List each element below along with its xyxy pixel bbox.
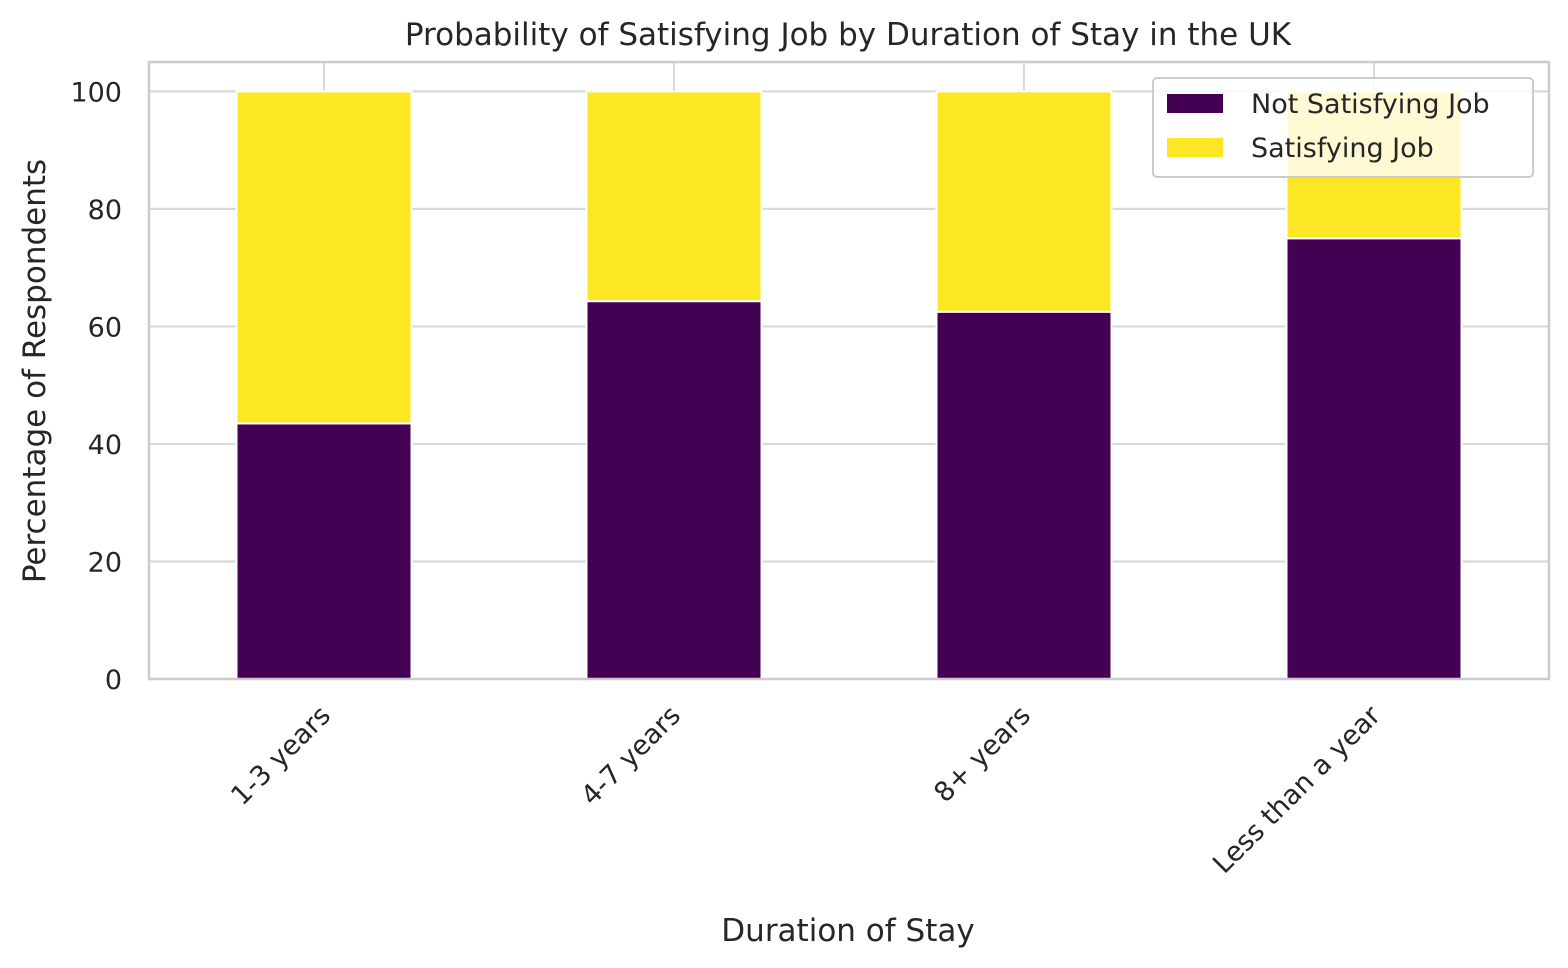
y-tick-label: 80 [88,195,122,226]
legend-label: Not Satisfying Job [1251,89,1490,120]
legend-swatch [1167,138,1223,157]
bar-satisfying-1 [585,90,763,303]
y-tick-label: 0 [105,665,122,696]
legend-box [1152,77,1534,178]
bar-not-satisfying-3 [1285,237,1463,681]
bar-not-satisfying-1 [585,300,763,680]
legend-swatch [1167,94,1223,113]
x-axis-label: Duration of Stay [721,913,974,949]
y-axis-label: Percentage of Respondents [17,159,53,583]
bar-satisfying-2 [935,90,1113,313]
y-tick-label: 20 [88,547,122,578]
y-tick-label: 100 [70,77,122,108]
plot-frame [147,60,1551,681]
bar-not-satisfying-2 [935,310,1113,680]
bar-satisfying-0 [235,90,413,425]
legend: Not Satisfying Job Satisfying Job [1152,77,1534,178]
y-tick-label: 40 [88,430,122,461]
legend-label: Satisfying Job [1251,133,1434,164]
bar-not-satisfying-0 [235,422,413,680]
y-tick-label: 60 [88,312,122,343]
bars [235,90,1463,681]
chart-title: Probability of Satisfying Job by Duratio… [405,17,1292,53]
